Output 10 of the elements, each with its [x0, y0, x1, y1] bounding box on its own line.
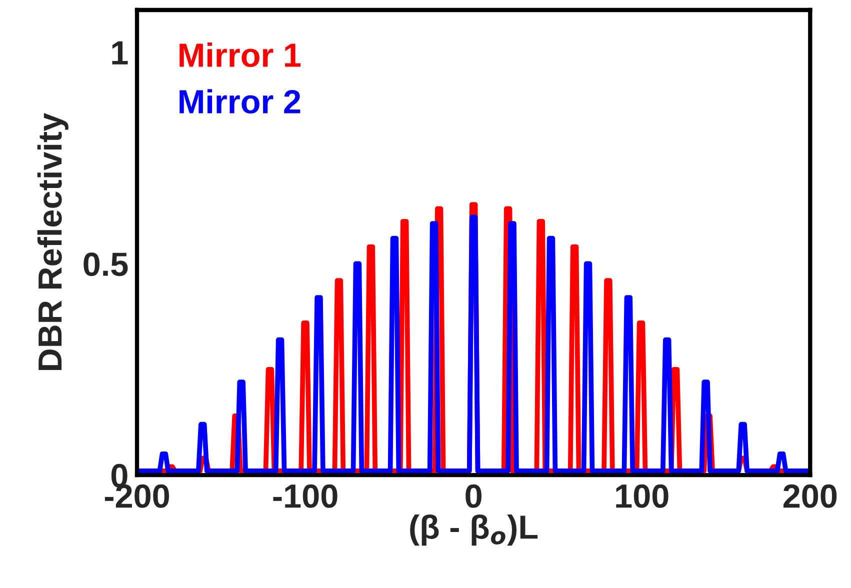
x-tick-label: 0 — [466, 484, 482, 508]
x-axis-title: (β - β$_{o}$)L — [410, 514, 538, 546]
y-tick-label: 0.5 — [84, 252, 128, 276]
text: Mirror 1 — [180, 42, 301, 68]
y-tick-label: 1 — [112, 41, 128, 64]
x-tick-label: 200 — [784, 484, 837, 508]
x-tick-label: -100 — [273, 484, 338, 508]
y-axis-title: DBR Reflectivity — [37, 113, 68, 370]
x-tick-label: 100 — [616, 484, 668, 508]
text: Mirror 2 — [180, 89, 300, 114]
